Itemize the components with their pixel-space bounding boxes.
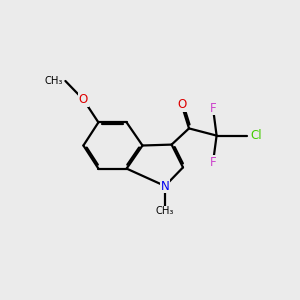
Text: F: F	[210, 101, 216, 115]
Text: Cl: Cl	[250, 129, 262, 142]
Text: N: N	[160, 179, 169, 193]
Text: O: O	[177, 98, 186, 111]
Text: CH₃: CH₃	[44, 76, 62, 86]
Text: F: F	[210, 156, 216, 169]
Text: CH₃: CH₃	[156, 206, 174, 217]
Text: O: O	[79, 93, 88, 106]
